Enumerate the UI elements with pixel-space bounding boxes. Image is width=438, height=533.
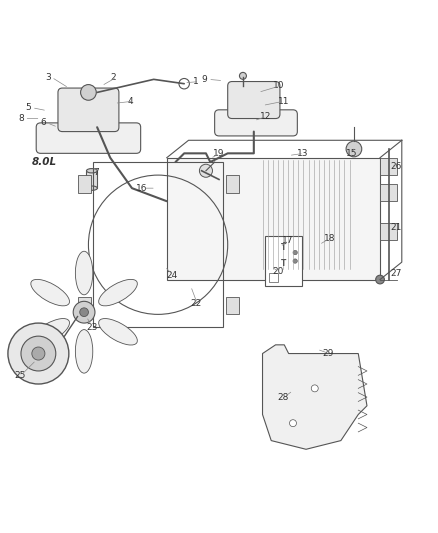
Bar <box>226 175 239 192</box>
Ellipse shape <box>31 319 70 345</box>
Ellipse shape <box>31 279 70 306</box>
FancyBboxPatch shape <box>36 123 141 154</box>
Bar <box>93 162 223 327</box>
Circle shape <box>32 347 45 360</box>
Text: 13: 13 <box>297 149 309 158</box>
Text: 9: 9 <box>201 75 207 84</box>
Text: 6: 6 <box>41 118 46 127</box>
Text: 20: 20 <box>272 267 283 276</box>
FancyBboxPatch shape <box>215 110 297 136</box>
Text: 28: 28 <box>278 393 289 401</box>
Circle shape <box>179 78 189 89</box>
Text: 8.0L: 8.0L <box>32 157 57 167</box>
Text: 3: 3 <box>45 72 51 82</box>
Bar <box>380 184 397 201</box>
Bar <box>86 171 97 188</box>
Circle shape <box>80 308 88 317</box>
Text: 17: 17 <box>282 236 293 245</box>
FancyBboxPatch shape <box>228 82 280 118</box>
Text: T: T <box>280 259 286 268</box>
Ellipse shape <box>86 168 97 173</box>
Bar <box>167 158 380 279</box>
Text: 21: 21 <box>390 223 401 232</box>
Text: 23: 23 <box>86 323 98 332</box>
Text: 7: 7 <box>93 168 99 177</box>
FancyBboxPatch shape <box>58 88 119 132</box>
Text: 11: 11 <box>278 96 289 106</box>
Text: 27: 27 <box>390 269 401 278</box>
Text: 4: 4 <box>127 96 133 106</box>
Text: 22: 22 <box>191 299 202 308</box>
Text: 12: 12 <box>260 112 272 121</box>
Text: T: T <box>280 243 286 252</box>
Polygon shape <box>262 345 367 449</box>
Ellipse shape <box>86 186 97 190</box>
Bar <box>380 223 397 240</box>
Circle shape <box>8 323 69 384</box>
Text: 8: 8 <box>18 114 24 123</box>
Circle shape <box>293 251 297 255</box>
Ellipse shape <box>75 251 93 295</box>
Text: 26: 26 <box>390 162 401 171</box>
Bar <box>226 297 239 314</box>
Text: 29: 29 <box>322 349 334 358</box>
Circle shape <box>240 72 247 79</box>
Bar <box>380 158 397 175</box>
Text: 1: 1 <box>193 77 199 86</box>
Circle shape <box>376 275 385 284</box>
Ellipse shape <box>99 319 138 345</box>
Text: 16: 16 <box>136 184 148 192</box>
Bar <box>78 297 91 314</box>
Text: 10: 10 <box>273 82 285 91</box>
Circle shape <box>81 85 96 100</box>
Ellipse shape <box>75 329 93 373</box>
Circle shape <box>311 385 318 392</box>
Circle shape <box>290 419 297 426</box>
Text: 18: 18 <box>323 233 335 243</box>
Bar <box>78 175 91 192</box>
Text: 5: 5 <box>25 103 31 112</box>
Text: 2: 2 <box>110 72 116 82</box>
Circle shape <box>346 141 362 157</box>
Ellipse shape <box>99 279 138 306</box>
Circle shape <box>199 164 212 177</box>
Bar <box>265 236 302 286</box>
Text: 19: 19 <box>213 149 225 158</box>
Text: 25: 25 <box>14 371 26 380</box>
Circle shape <box>293 259 297 263</box>
Text: 24: 24 <box>167 271 178 280</box>
Circle shape <box>73 301 95 323</box>
Text: 15: 15 <box>346 149 357 158</box>
Circle shape <box>21 336 56 371</box>
Bar <box>269 273 278 282</box>
